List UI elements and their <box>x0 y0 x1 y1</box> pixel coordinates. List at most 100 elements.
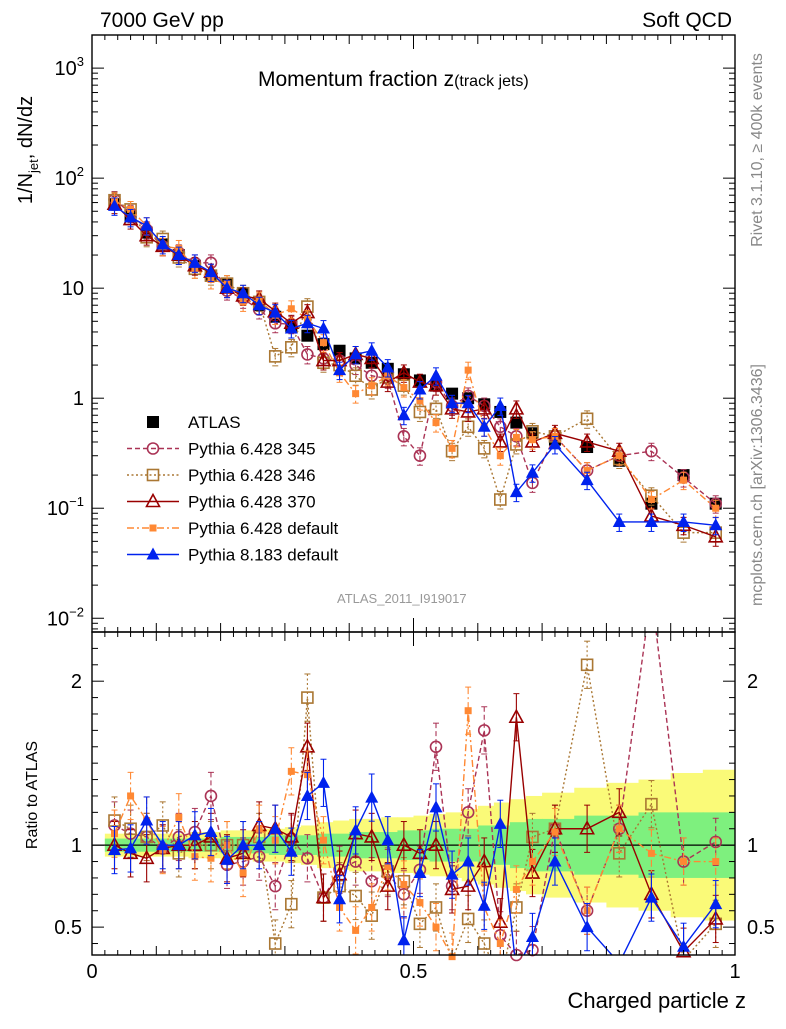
ratio-y-tick-label-right: 2 <box>747 671 758 693</box>
y-tick-exponent: 3 <box>77 54 84 69</box>
point-p346 <box>580 412 594 426</box>
point-p8def <box>397 933 411 946</box>
point-p8def <box>445 867 459 880</box>
point-p8def <box>381 833 395 846</box>
ratio-y-tick-label: 2 <box>71 671 82 693</box>
point-p8def <box>461 854 475 867</box>
point-p8def <box>236 838 250 851</box>
point-p6def <box>352 926 360 934</box>
point-p6def <box>512 433 520 441</box>
point-p6def <box>319 836 327 844</box>
point-p370 <box>396 364 412 379</box>
point-p8def <box>124 841 138 854</box>
point-p345 <box>645 444 658 458</box>
point-p6def <box>583 467 591 475</box>
ratio-y-tick-label: 0.5 <box>54 917 82 939</box>
point-p8def <box>172 248 186 261</box>
y-tick-base: 10 <box>55 168 77 190</box>
point-p6def <box>416 397 424 405</box>
point-p6def <box>464 707 472 715</box>
point-p6def <box>647 849 655 857</box>
process-label: Soft QCD <box>642 9 732 32</box>
point-p8def <box>612 514 626 527</box>
point-p8def <box>268 821 282 834</box>
point-p370 <box>315 888 332 904</box>
point-p8def <box>644 890 658 903</box>
point-p346 <box>477 442 491 455</box>
point-p370 <box>460 403 476 418</box>
y-tick-exponent: −1 <box>69 494 84 509</box>
point-p6def <box>207 854 215 862</box>
legend-item-p345: Pythia 6.428 345 <box>127 440 316 459</box>
y-tick-exponent: 2 <box>77 164 84 179</box>
ratio-ylabel: Ratio to ATLAS <box>24 741 41 849</box>
point-p8def <box>477 898 491 911</box>
point-p8def <box>204 825 218 838</box>
point-p8def <box>525 465 539 478</box>
top-ylabel-sub: jet <box>26 159 41 174</box>
point-p8def <box>365 343 379 356</box>
point-p346 <box>461 912 475 926</box>
point-p8def <box>140 218 154 231</box>
point-p6def <box>287 767 295 775</box>
point-p345 <box>429 740 443 754</box>
analysis-id: ATLAS_2011_I919017 <box>337 591 467 606</box>
point-p370 <box>476 400 493 415</box>
legend: ATLAS Pythia 6.428 345 Pythia 6.428 346 Pyt… <box>127 413 339 565</box>
point-p370 <box>379 877 396 892</box>
series-line-p346 <box>114 664 717 955</box>
point-p8def <box>397 408 411 421</box>
point-p6def <box>712 858 720 866</box>
point-p8def <box>677 514 691 527</box>
point-p370 <box>492 913 509 929</box>
point-p370 <box>428 836 444 851</box>
point-p8def <box>268 305 282 318</box>
point-p8def <box>580 473 594 486</box>
point-p8def <box>525 929 539 942</box>
point-p8def <box>349 347 363 360</box>
point-atlas <box>333 344 346 357</box>
point-p345 <box>204 789 218 803</box>
point-p8def <box>252 838 266 851</box>
point-p6def <box>496 452 504 460</box>
point-p346 <box>301 691 314 704</box>
point-p8def <box>300 316 314 329</box>
point-p346 <box>645 797 658 811</box>
point-p345 <box>413 449 427 463</box>
point-p8def <box>124 210 138 223</box>
point-p8def <box>493 816 507 829</box>
point-p6def <box>368 903 376 911</box>
legend-item-p8def: Pythia 8.183 default <box>127 546 339 565</box>
point-p370 <box>379 373 396 388</box>
point-atlas <box>446 387 459 400</box>
point-p346 <box>580 658 594 672</box>
point-p6def <box>528 858 536 866</box>
point-p346 <box>413 405 427 419</box>
legend-marker-atlas <box>147 416 159 428</box>
top-series-layer <box>106 191 724 547</box>
point-p8def <box>172 838 186 851</box>
point-p370 <box>611 803 628 819</box>
ratio-y-tick-label: 1 <box>71 835 82 857</box>
point-p6def <box>287 305 295 313</box>
point-p6def <box>432 923 440 931</box>
point-p6def <box>528 436 536 444</box>
point-p345 <box>494 420 507 434</box>
point-p8def <box>381 360 395 373</box>
legend-marker-p345 <box>146 442 160 455</box>
point-p8def <box>156 838 170 851</box>
point-p6def <box>127 792 135 800</box>
point-p346 <box>429 901 443 914</box>
point-p345 <box>268 879 282 893</box>
point-p345 <box>301 348 314 361</box>
point-p8def <box>429 800 443 813</box>
point-p346 <box>494 493 507 506</box>
point-p6def <box>400 384 408 392</box>
point-p6def <box>712 504 720 512</box>
point-p346 <box>413 917 427 931</box>
point-p8def <box>493 398 507 411</box>
y-tick-label: 103 <box>55 54 84 80</box>
legend-label-p345: Pythia 6.428 345 <box>188 440 316 459</box>
y-tick-label: 1 <box>73 388 84 410</box>
